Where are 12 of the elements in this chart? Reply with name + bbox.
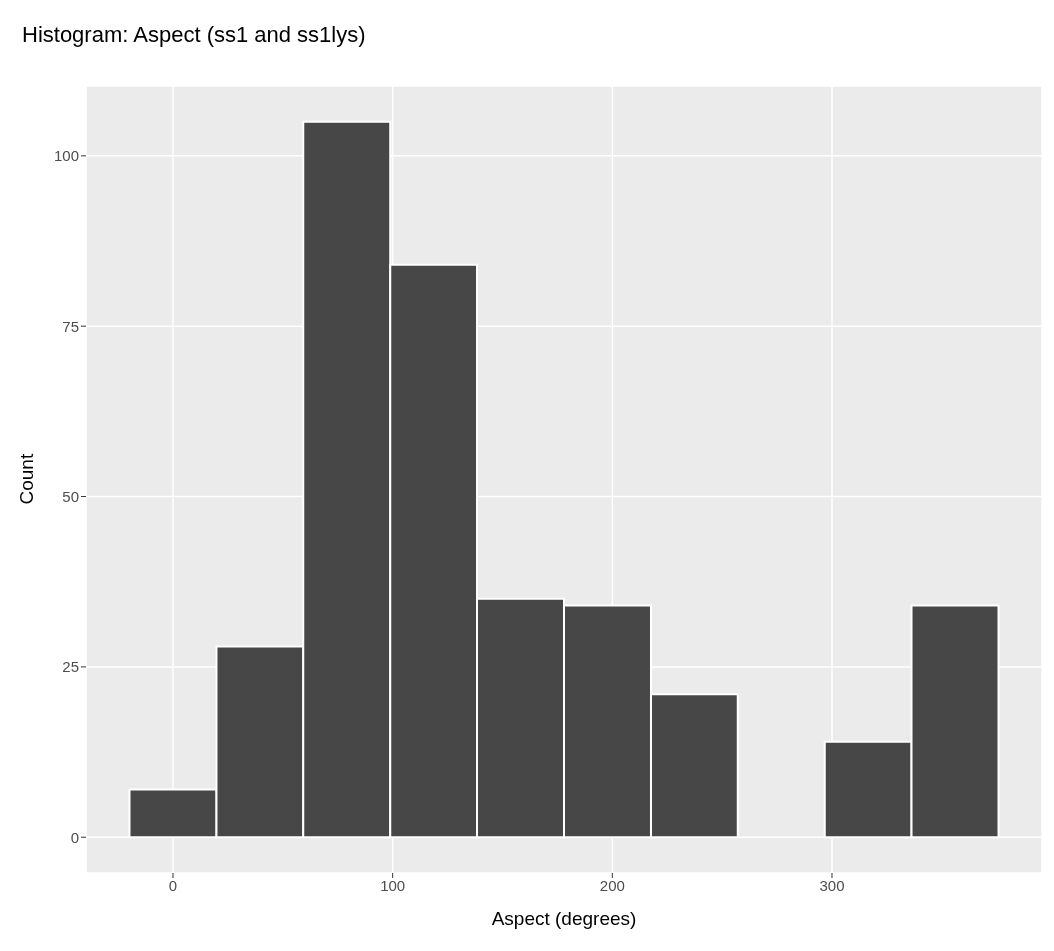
x-axis-title: Aspect (degrees) — [491, 908, 637, 929]
y-tick-label: 25 — [62, 658, 79, 676]
y-axis-title: Count — [15, 453, 37, 505]
chart-title: Histogram: Aspect (ss1 and ss1lys) — [21, 21, 367, 49]
y-tick-label: 0 — [70, 828, 79, 846]
x-tick-label: 100 — [380, 876, 406, 894]
y-tick-label: 100 — [53, 147, 79, 165]
y-tick-label: 50 — [62, 487, 79, 505]
x-tick-label: 300 — [819, 876, 845, 894]
x-tick-label: 0 — [168, 876, 178, 894]
y-tick-label: 75 — [62, 317, 79, 335]
x-tick-label: 200 — [599, 876, 625, 894]
